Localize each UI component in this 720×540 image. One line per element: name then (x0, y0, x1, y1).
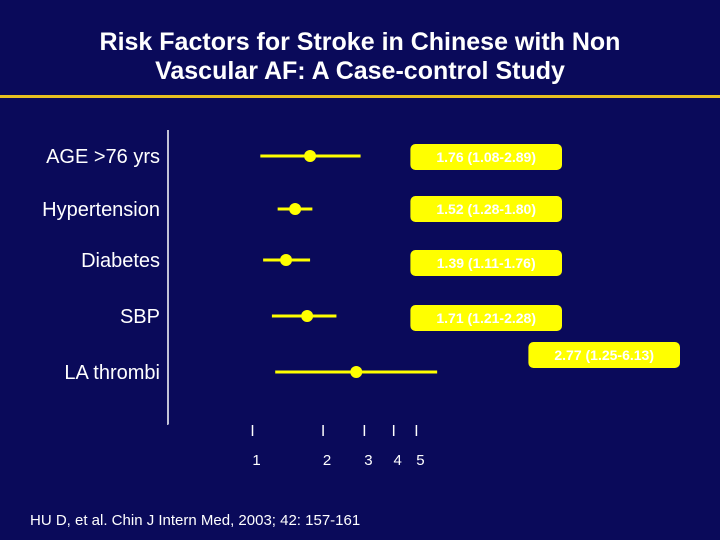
value-label: 1.39 (1.11-1.76) (437, 255, 536, 271)
value-label-box (410, 305, 562, 331)
title-line-2: Vascular AF: A Case-control Study (155, 57, 565, 85)
estimate-point (304, 150, 317, 162)
x-tick-label-2: 2 (323, 452, 331, 469)
x-tick-label-5: 5 (416, 452, 424, 469)
value-label-box (410, 196, 562, 222)
estimate-point (289, 203, 302, 215)
x-tick-label-4: 4 (394, 452, 402, 469)
value-label: 1.52 (1.28-1.80) (436, 201, 536, 217)
row-label: Hypertension (42, 199, 160, 221)
slide-title: Risk Factors for Stroke in Chinese with … (0, 28, 720, 86)
citation: HU D, et al. Chin J Intern Med, 2003; 42… (30, 512, 361, 529)
title-divider (0, 95, 720, 98)
row-label: SBP (120, 306, 160, 328)
row-label: LA thrombi (64, 362, 160, 384)
value-label: 1.71 (1.21-2.28) (436, 310, 536, 326)
estimate-point (280, 254, 293, 266)
estimate-point (301, 310, 314, 322)
x-tick-label-1: 1 (252, 452, 260, 469)
value-label-box (528, 342, 680, 368)
row-label: Diabetes (81, 250, 160, 272)
title-line-1: Risk Factors for Stroke in Chinese with … (99, 28, 621, 56)
value-label: 1.76 (1.08-2.89) (436, 149, 536, 165)
row-label: AGE >76 yrs (46, 146, 160, 168)
value-label-box (410, 144, 562, 170)
estimate-point (350, 366, 363, 378)
value-label: 2.77 (1.25-6.13) (554, 347, 654, 363)
value-label-box (410, 250, 562, 276)
x-tick-label-3: 3 (364, 452, 372, 469)
